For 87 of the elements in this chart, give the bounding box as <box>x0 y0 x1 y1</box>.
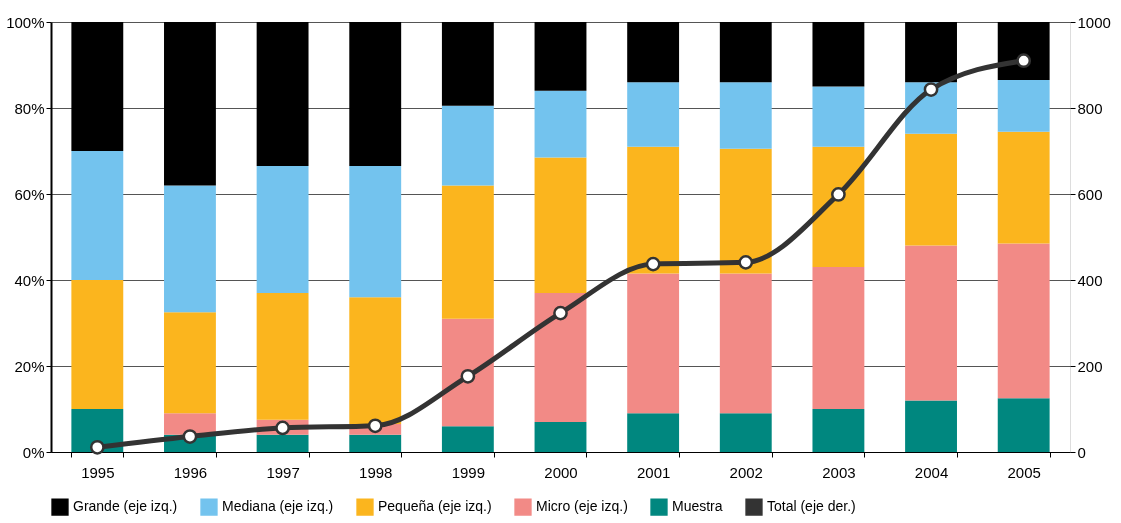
bar <box>349 434 402 452</box>
bar <box>812 146 865 268</box>
bar <box>627 22 680 83</box>
bar <box>719 148 772 274</box>
legend-label: Muestra <box>672 498 723 515</box>
point <box>367 418 383 434</box>
bar <box>997 398 1050 452</box>
bar <box>71 151 124 280</box>
bar <box>164 22 216 186</box>
bar <box>534 90 587 158</box>
bar <box>441 426 494 452</box>
x-tick-label: 1997 <box>266 463 300 481</box>
x-tick-label: 2003 <box>822 463 856 481</box>
y2-tick-label: 800 <box>1077 99 1103 117</box>
x-tick-label: 2001 <box>636 463 671 481</box>
y-tick-label: 60% <box>14 185 45 203</box>
bar <box>441 185 494 319</box>
bar <box>997 243 1050 399</box>
point <box>1016 53 1032 69</box>
point <box>460 368 476 384</box>
legend-label: Micro (eje izq.) <box>536 498 628 515</box>
legend-label: Mediana (eje izq.) <box>222 498 334 515</box>
bar <box>534 292 587 422</box>
legend-label: Pequeña (eje izq.) <box>378 498 492 515</box>
bar <box>719 82 772 149</box>
bar <box>256 434 309 452</box>
bar <box>997 80 1050 132</box>
bar <box>349 22 402 167</box>
bar <box>441 105 494 186</box>
bar <box>534 421 587 452</box>
x-tick-label: 2000 <box>544 463 578 481</box>
bar <box>627 82 680 147</box>
bar <box>719 273 772 414</box>
point <box>275 420 290 436</box>
bar <box>164 185 216 313</box>
x-tick-label: 1995 <box>81 463 115 481</box>
y2-tick-label: 1000 <box>1077 13 1111 31</box>
y-tick-label: 40% <box>14 271 45 289</box>
bar <box>812 409 865 452</box>
y-tick-label: 100% <box>6 13 45 31</box>
y2-tick-label: 0 <box>1077 443 1086 461</box>
x-tick-label: 1999 <box>451 463 486 481</box>
x-tick-label: 1998 <box>359 463 393 481</box>
bar <box>627 413 680 452</box>
bar <box>719 413 772 452</box>
y-tick-label: 0% <box>22 443 45 461</box>
y2-tick-label: 200 <box>1077 357 1103 375</box>
bar <box>349 297 402 425</box>
bar <box>534 22 587 91</box>
bar <box>627 273 680 414</box>
x-tick-label: 2004 <box>914 463 949 481</box>
bar <box>164 312 216 414</box>
bar <box>997 22 1050 81</box>
point <box>831 187 846 202</box>
bar <box>71 22 124 151</box>
bar <box>812 86 865 147</box>
point <box>923 82 939 97</box>
bar <box>71 280 124 409</box>
bar <box>905 133 957 246</box>
legend-label: Grande (eje izq.) <box>73 498 178 515</box>
bar <box>256 166 309 293</box>
bar <box>905 22 957 83</box>
bar <box>256 22 309 167</box>
y-tick-label: 20% <box>14 357 45 375</box>
point <box>645 256 661 272</box>
bar <box>441 318 494 427</box>
bar <box>349 166 402 298</box>
bar <box>812 22 865 87</box>
bar <box>997 131 1050 244</box>
x-tick-label: 1996 <box>173 463 208 481</box>
legend-label: Total (eje der.) <box>767 498 856 515</box>
point <box>553 305 568 321</box>
bar <box>905 245 957 401</box>
bar <box>441 22 494 106</box>
bar <box>719 22 772 83</box>
y2-tick-label: 600 <box>1077 185 1103 203</box>
y-tick-label: 80% <box>14 99 45 117</box>
bar <box>905 400 957 452</box>
bar <box>627 146 680 274</box>
bar <box>812 267 865 409</box>
x-tick-label: 2002 <box>729 463 763 481</box>
bar <box>256 292 309 420</box>
bar <box>534 157 587 293</box>
x-tick-label: 2005 <box>1007 463 1041 481</box>
y2-tick-label: 400 <box>1077 271 1103 289</box>
point <box>738 255 754 270</box>
point <box>89 439 105 455</box>
